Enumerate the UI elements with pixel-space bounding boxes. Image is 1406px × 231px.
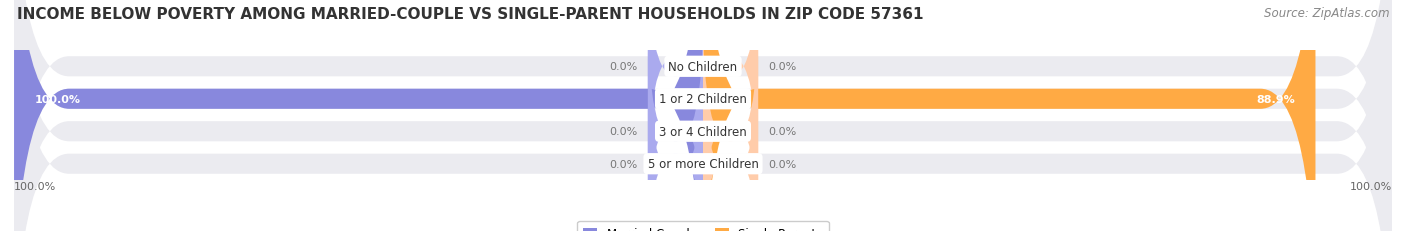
Legend: Married Couples, Single Parents: Married Couples, Single Parents — [578, 221, 828, 231]
Text: 5 or more Children: 5 or more Children — [648, 158, 758, 170]
Text: No Children: No Children — [668, 61, 738, 73]
FancyBboxPatch shape — [703, 0, 758, 186]
FancyBboxPatch shape — [648, 0, 703, 186]
FancyBboxPatch shape — [14, 0, 1392, 231]
Text: 0.0%: 0.0% — [769, 159, 797, 169]
Text: 1 or 2 Children: 1 or 2 Children — [659, 93, 747, 106]
Text: 100.0%: 100.0% — [14, 181, 56, 191]
FancyBboxPatch shape — [14, 0, 703, 231]
FancyBboxPatch shape — [648, 45, 703, 231]
FancyBboxPatch shape — [648, 12, 703, 231]
Text: INCOME BELOW POVERTY AMONG MARRIED-COUPLE VS SINGLE-PARENT HOUSEHOLDS IN ZIP COD: INCOME BELOW POVERTY AMONG MARRIED-COUPL… — [17, 7, 924, 22]
FancyBboxPatch shape — [703, 12, 758, 231]
Text: 100.0%: 100.0% — [1350, 181, 1392, 191]
FancyBboxPatch shape — [703, 0, 1316, 231]
Text: 88.9%: 88.9% — [1256, 94, 1295, 104]
FancyBboxPatch shape — [14, 0, 1392, 231]
Text: 3 or 4 Children: 3 or 4 Children — [659, 125, 747, 138]
FancyBboxPatch shape — [703, 45, 758, 231]
Text: 0.0%: 0.0% — [609, 159, 637, 169]
FancyBboxPatch shape — [14, 0, 1392, 231]
Text: Source: ZipAtlas.com: Source: ZipAtlas.com — [1264, 7, 1389, 20]
Text: 100.0%: 100.0% — [35, 94, 80, 104]
Text: 0.0%: 0.0% — [609, 62, 637, 72]
Text: 0.0%: 0.0% — [769, 127, 797, 137]
Text: 0.0%: 0.0% — [769, 62, 797, 72]
FancyBboxPatch shape — [14, 0, 1392, 231]
Text: 0.0%: 0.0% — [609, 127, 637, 137]
